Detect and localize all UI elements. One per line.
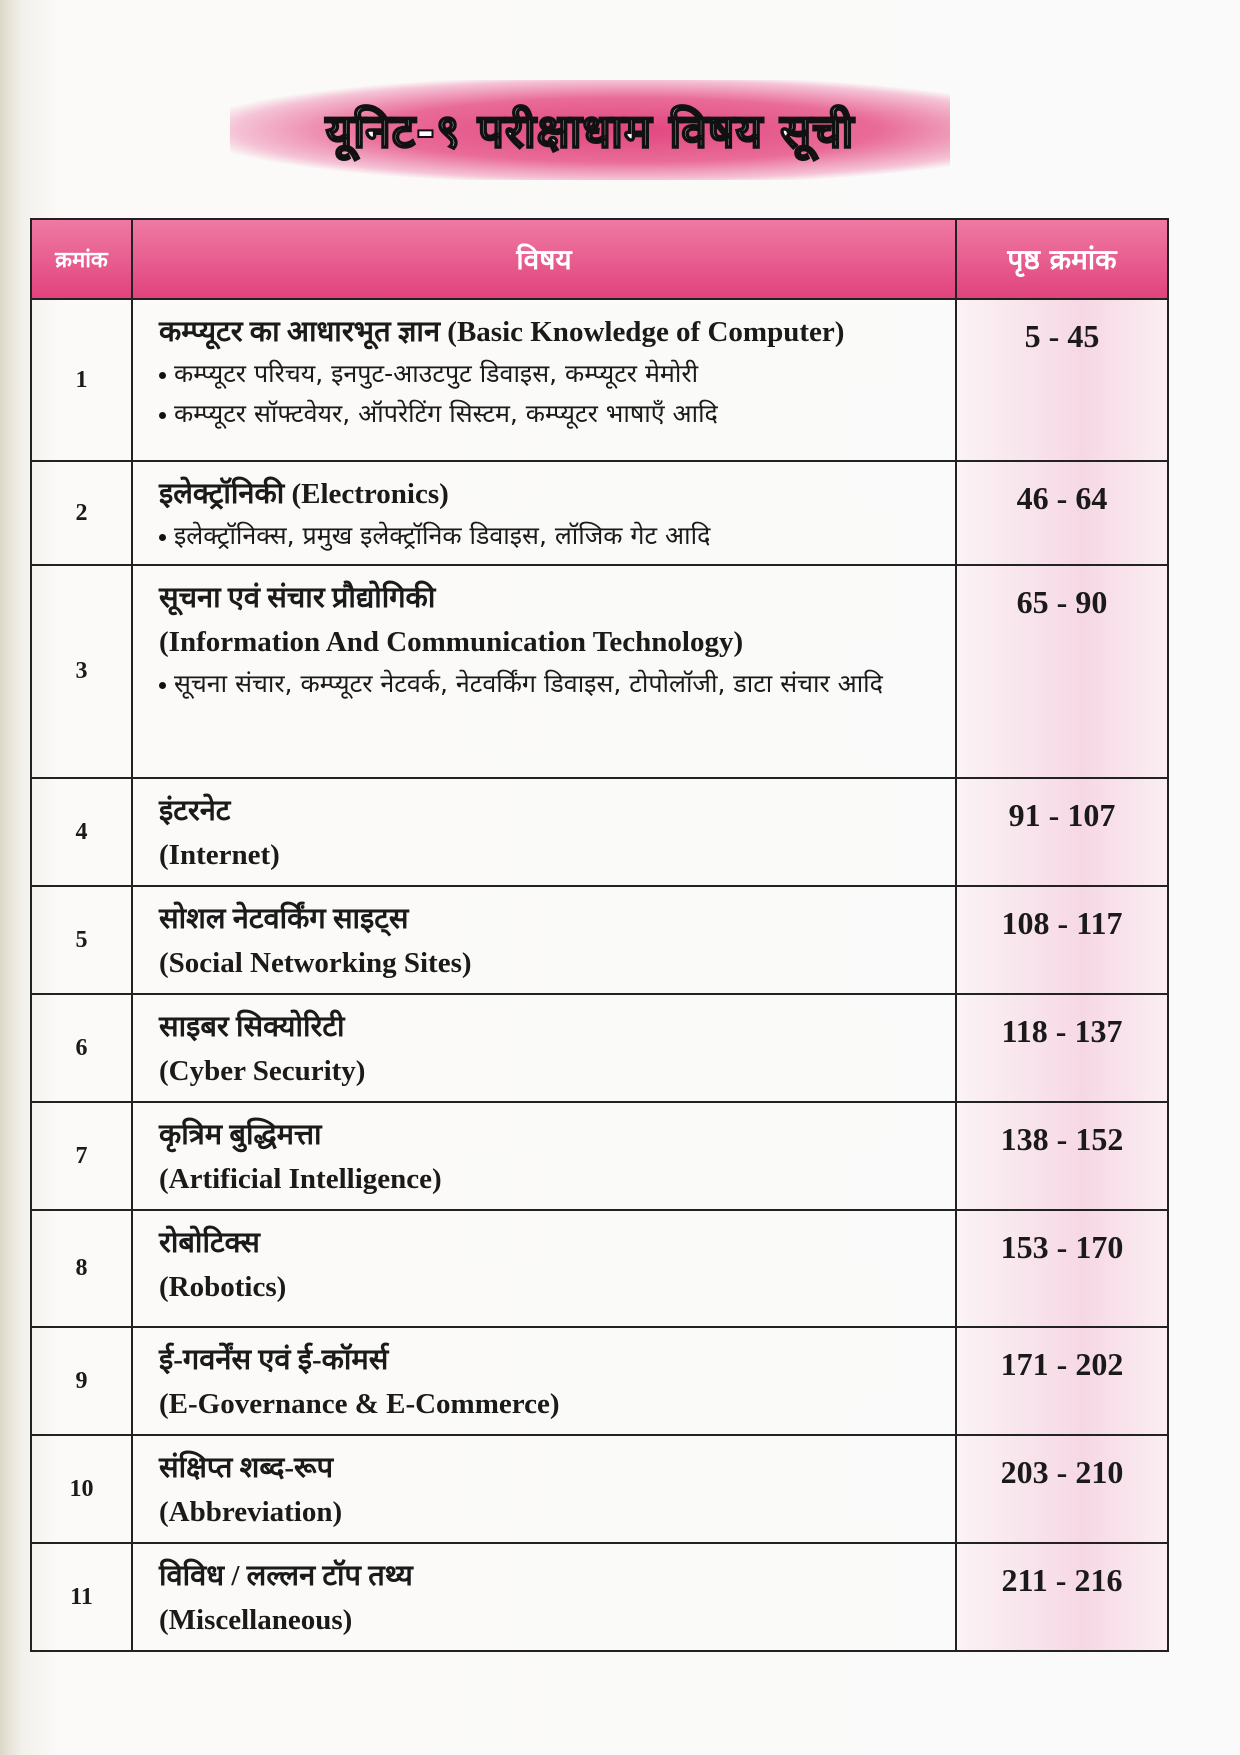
subject-line: (Miscellaneous) xyxy=(159,1604,353,1636)
page-range: 211 - 216 xyxy=(955,1542,1169,1652)
table-row: 9 ई-गवर्नेंस एवं ई-कॉमर्स (E-Governance & … xyxy=(30,1326,1169,1436)
bullet-item: इलेक्ट्रॉनिक्स, प्रमुख इलेक्ट्रॉनिक डिवा… xyxy=(159,516,941,556)
table-row: 1 कम्प्यूटर का आधारभूत ज्ञान (Basic Knowl… xyxy=(30,298,1169,462)
row-number: 7 xyxy=(30,1101,133,1211)
bullet-dot xyxy=(159,411,166,419)
page-range: 171 - 202 xyxy=(955,1326,1169,1436)
subject-line: कम्प्यूटर का आधारभूत ज्ञान (Basic Knowle… xyxy=(159,316,845,348)
page-title: यूनिट-९ परीक्षाधाम विषय सूची xyxy=(325,103,855,159)
row-number: 4 xyxy=(30,777,133,887)
subject-line: इंटरनेट xyxy=(159,795,231,827)
subject-cell: इंटरनेट (Internet) xyxy=(131,777,957,887)
bullet-item: कम्प्यूटर परिचय, इनपुट-आउटपुट डिवाइस, कम… xyxy=(159,354,941,394)
row-number: 1 xyxy=(30,298,133,462)
table-row: 10 संक्षिप्त शब्द-रूप (Abbreviation) 203 - … xyxy=(30,1434,1169,1544)
header-row: क्रमांक विषय पृष्ठ क्रमांक xyxy=(30,218,1169,300)
subject-line: इलेक्ट्रॉनिकी (Electronics) xyxy=(159,478,449,510)
page-range: 108 - 117 xyxy=(955,885,1169,995)
bullet-item: कम्प्यूटर सॉफ्टवेयर, ऑपरेटिंग सिस्टम, कम… xyxy=(159,394,941,434)
row-number: 2 xyxy=(30,460,133,566)
table-body: 1 कम्प्यूटर का आधारभूत ज्ञान (Basic Knowl… xyxy=(30,298,1169,1652)
bullet-item: सूचना संचार, कम्प्यूटर नेटवर्क, नेटवर्कि… xyxy=(159,664,941,704)
table-row: 5 सोशल नेटवर्किंग साइट्स (Social Networkin… xyxy=(30,885,1169,995)
page-range: 46 - 64 xyxy=(955,460,1169,566)
table-row: 6 साइबर सिक्योरिटी (Cyber Security) 118 - 1… xyxy=(30,993,1169,1103)
subject-cell: इलेक्ट्रॉनिकी (Electronics) इलेक्ट्रॉनिक्… xyxy=(131,460,957,566)
table-row: 3 सूचना एवं संचार प्रौद्योगिकी (Informatio… xyxy=(30,564,1169,779)
row-number: 3 xyxy=(30,564,133,779)
subject-line: ई-गवर्नेंस एवं ई-कॉमर्स xyxy=(159,1344,389,1376)
page-range: 91 - 107 xyxy=(955,777,1169,887)
subject-cell: रोबोटिक्स (Robotics) xyxy=(131,1209,957,1328)
row-number: 5 xyxy=(30,885,133,995)
subject-line: (Abbreviation) xyxy=(159,1496,343,1528)
subject-line: (Internet) xyxy=(159,839,280,871)
subject-line: (Information And Communication Technolog… xyxy=(159,626,744,658)
subject-cell: सोशल नेटवर्किंग साइट्स (Social Networking… xyxy=(131,885,957,995)
subject-cell: कृत्रिम बुद्धिमत्ता (Artificial Intellige… xyxy=(131,1101,957,1211)
subject-line: कृत्रिम बुद्धिमत्ता xyxy=(159,1119,322,1151)
subject-line: संक्षिप्त शब्द-रूप xyxy=(159,1452,334,1484)
column-header: पृष्ठ क्रमांक xyxy=(955,218,1169,300)
table-row: 11 विविध / लल्लन टॉप तथ्य (Miscellaneous) 2… xyxy=(30,1542,1169,1652)
subject-line: विविध / लल्लन टॉप तथ्य xyxy=(159,1560,413,1592)
subject-cell: सूचना एवं संचार प्रौद्योगिकी (Information… xyxy=(131,564,957,779)
contents-table: क्रमांक विषय पृष्ठ क्रमांक 1 कम्प्यूटर का… xyxy=(30,218,1169,1652)
bullet-text: कम्प्यूटर सॉफ्टवेयर, ऑपरेटिंग सिस्टम, कम… xyxy=(174,399,718,428)
subject-cell: कम्प्यूटर का आधारभूत ज्ञान (Basic Knowle… xyxy=(131,298,957,462)
bullet-text: सूचना संचार, कम्प्यूटर नेटवर्क, नेटवर्कि… xyxy=(174,669,883,698)
subject-line: रोबोटिक्स xyxy=(159,1227,260,1259)
page-range: 153 - 170 xyxy=(955,1209,1169,1328)
subject-cell: साइबर सिक्योरिटी (Cyber Security) xyxy=(131,993,957,1103)
subject-cell: विविध / लल्लन टॉप तथ्य (Miscellaneous) xyxy=(131,1542,957,1652)
table-row: 7 कृत्रिम बुद्धिमत्ता (Artificial Intellig… xyxy=(30,1101,1169,1211)
bullet-dot xyxy=(159,371,166,379)
row-number: 10 xyxy=(30,1434,133,1544)
page-range: 203 - 210 xyxy=(955,1434,1169,1544)
table-row: 4 इंटरनेट (Internet) 91 - 107 xyxy=(30,777,1169,887)
column-header: क्रमांक xyxy=(30,218,133,300)
table-row: 2 इलेक्ट्रॉनिकी (Electronics) इलेक्ट्रॉनिक… xyxy=(30,460,1169,566)
row-number: 6 xyxy=(30,993,133,1103)
subject-line: (Artificial Intelligence) xyxy=(159,1163,442,1195)
title-banner: यूनिट-९ परीक्षाधाम विषय सूची xyxy=(230,80,950,180)
row-number: 9 xyxy=(30,1326,133,1436)
subject-cell: संक्षिप्त शब्द-रूप (Abbreviation) xyxy=(131,1434,957,1544)
table-row: 8 रोबोटिक्स (Robotics) 153 - 170 xyxy=(30,1209,1169,1328)
row-number: 8 xyxy=(30,1209,133,1328)
subject-line: साइबर सिक्योरिटी xyxy=(159,1011,345,1043)
subject-line: सोशल नेटवर्किंग साइट्स xyxy=(159,903,409,935)
subject-line: (Social Networking Sites) xyxy=(159,947,472,979)
row-number: 11 xyxy=(30,1542,133,1652)
subject-line: (Cyber Security) xyxy=(159,1055,366,1087)
page-range: 5 - 45 xyxy=(955,298,1169,462)
bullet-dot xyxy=(159,533,166,541)
column-header: विषय xyxy=(131,218,957,300)
page-range: 138 - 152 xyxy=(955,1101,1169,1211)
subject-line: (Robotics) xyxy=(159,1271,287,1303)
page-range: 118 - 137 xyxy=(955,993,1169,1103)
bullet-text: कम्प्यूटर परिचय, इनपुट-आउटपुट डिवाइस, कम… xyxy=(174,359,699,388)
subject-line: (E-Governance & E-Commerce) xyxy=(159,1388,560,1420)
page-range: 65 - 90 xyxy=(955,564,1169,779)
subject-line: सूचना एवं संचार प्रौद्योगिकी xyxy=(159,582,436,614)
bullet-text: इलेक्ट्रॉनिक्स, प्रमुख इलेक्ट्रॉनिक डिवा… xyxy=(174,521,711,550)
bullet-dot xyxy=(159,681,166,689)
subject-cell: ई-गवर्नेंस एवं ई-कॉमर्स (E-Governance & E… xyxy=(131,1326,957,1436)
